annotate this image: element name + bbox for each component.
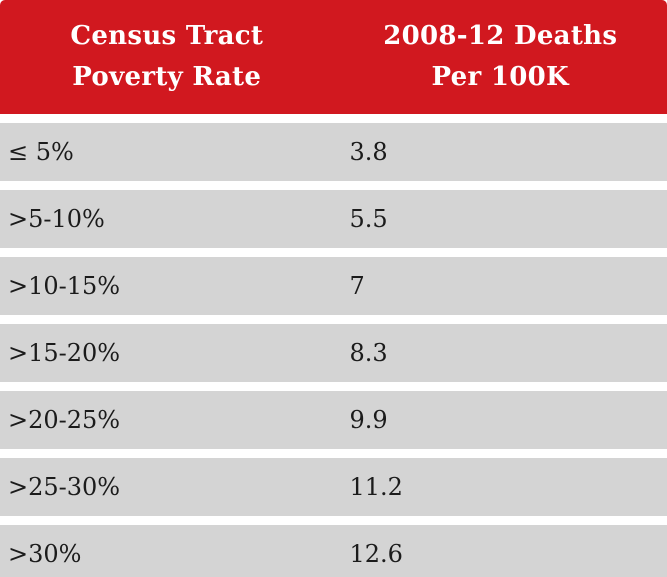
- deaths-per-100k-cell: 5.5: [349, 205, 388, 233]
- table-row: >10-15% 7: [0, 257, 667, 315]
- table-row: ≤ 5% 3.8: [0, 123, 667, 181]
- table-row: >25-30% 11.2: [0, 458, 667, 516]
- table-row: >5-10% 5.5: [0, 190, 667, 248]
- deaths-per-100k-cell: 7: [349, 272, 365, 300]
- deaths-per-100k-cell: 9.9: [349, 406, 388, 434]
- table-header: Census Tract Poverty Rate 2008-12 Deaths…: [0, 0, 667, 114]
- poverty-rate-cell: >20-25%: [8, 406, 121, 434]
- deaths-per-100k-cell: 12.6: [349, 540, 403, 568]
- poverty-rate-cell: >25-30%: [8, 473, 121, 501]
- deaths-per-100k-cell: 11.2: [349, 473, 403, 501]
- poverty-rate-cell: >15-20%: [8, 339, 121, 367]
- column-header-deaths-per-100k: 2008-12 Deaths Per 100K: [383, 21, 618, 92]
- poverty-rate-cell: >10-15%: [8, 272, 121, 300]
- column-header-poverty-rate: Census Tract Poverty Rate: [70, 21, 264, 92]
- table-row: >30% 12.6: [0, 525, 667, 577]
- poverty-rate-cell: >30%: [8, 540, 82, 568]
- table-body: ≤ 5% 3.8 >5-10% 5.5 >10-15% 7 >15-20% 8.3 >20-25…: [0, 123, 667, 577]
- deaths-per-100k-cell: 3.8: [349, 138, 388, 166]
- table-row: >15-20% 8.3: [0, 324, 667, 382]
- poverty-rate-cell: ≤ 5%: [8, 138, 74, 166]
- poverty-rate-cell: >5-10%: [8, 205, 105, 233]
- deaths-per-100k-cell: 8.3: [349, 339, 388, 367]
- table-row: >20-25% 9.9: [0, 391, 667, 449]
